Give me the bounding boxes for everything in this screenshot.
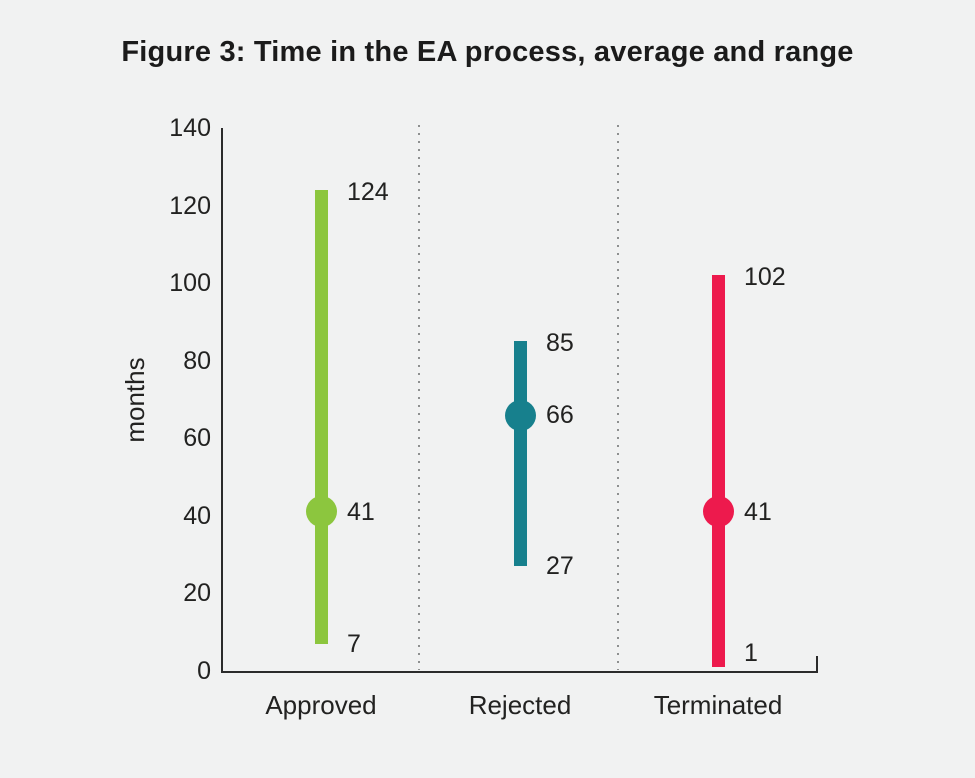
separator-line xyxy=(617,125,619,670)
value-label-average: 66 xyxy=(546,401,574,429)
value-label-max: 102 xyxy=(744,263,786,292)
y-tick-label: 140 xyxy=(169,114,211,142)
separator-line xyxy=(418,125,420,670)
value-label-min: 1 xyxy=(744,639,758,667)
y-tick-label: 120 xyxy=(169,191,211,220)
value-label-average: 41 xyxy=(744,497,772,526)
y-tick-label: 40 xyxy=(183,501,211,530)
y-tick-label: 100 xyxy=(169,269,211,298)
x-axis-line xyxy=(221,671,818,673)
average-dot xyxy=(305,496,337,528)
value-label-average: 41 xyxy=(347,497,375,526)
y-tick-label: 0 xyxy=(197,657,211,685)
x-axis-end-tick xyxy=(816,656,818,673)
average-dot xyxy=(702,496,734,528)
value-label-min: 27 xyxy=(546,552,574,581)
range-bar xyxy=(711,275,725,668)
chart-title: Figure 3: Time in the EA process, averag… xyxy=(121,36,854,68)
value-label-min: 7 xyxy=(347,629,361,658)
x-category-label: Approved xyxy=(265,690,377,720)
value-label-max: 124 xyxy=(347,178,389,207)
average-dot xyxy=(504,399,536,431)
range-bar xyxy=(314,190,328,644)
y-tick-label: 60 xyxy=(183,424,211,453)
y-tick-label: 20 xyxy=(183,579,211,608)
y-axis-line xyxy=(221,128,223,673)
x-category-label: Terminated xyxy=(653,690,783,720)
y-tick-label: 80 xyxy=(183,346,211,375)
x-category-label: Rejected xyxy=(468,690,572,720)
range-bar xyxy=(513,341,527,567)
value-label-max: 85 xyxy=(546,329,574,358)
